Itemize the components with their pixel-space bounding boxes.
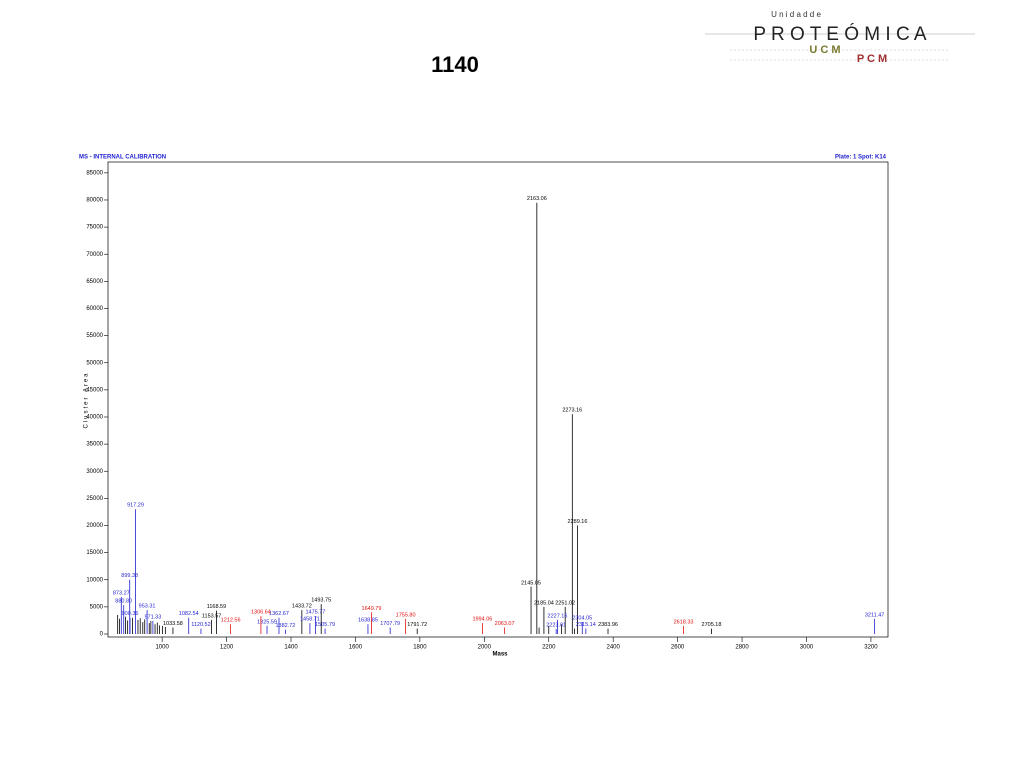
peak-label: 1493.75 <box>311 598 331 604</box>
peak-label: 2063.07 <box>495 621 515 627</box>
y-tick-label: 45000 <box>86 387 103 393</box>
y-tick-label: 60000 <box>86 306 103 312</box>
peak-label: 1082.54 <box>179 611 199 617</box>
peak-label: 1153.57 <box>202 613 221 619</box>
peak-label: 1475.77 <box>305 610 325 616</box>
y-tick-label: 20000 <box>86 523 103 529</box>
plot-frame <box>107 161 889 638</box>
peak-label: 1306.64 <box>251 610 271 616</box>
chart-header: Plate: 1 Spot: K14 <box>835 155 887 161</box>
peak-label: 2618.33 <box>674 619 694 625</box>
y-tick-label: 25000 <box>86 496 103 502</box>
x-tick-label: 1800 <box>413 645 427 651</box>
peak-label: 1362.67 <box>269 611 289 617</box>
peak-label: 1033.58 <box>163 621 183 627</box>
peak-label: 917.29 <box>127 503 144 509</box>
peak-label: 2223.01 <box>546 623 566 629</box>
peak-label: 1707.79 <box>380 621 400 627</box>
peak-label: 2251.02 <box>555 600 575 606</box>
x-axis-label: Mass <box>492 652 508 658</box>
peak-label: 1168.59 <box>207 604 226 610</box>
y-tick-label: 80000 <box>86 198 103 204</box>
peak-label: 953.31 <box>139 604 156 610</box>
y-tick-label: 75000 <box>86 225 103 231</box>
peak-label: 3211.47 <box>865 612 884 618</box>
peak-label: 2304.05 <box>572 616 592 622</box>
peak-label: 1755.80 <box>396 612 416 618</box>
peak-label: 1382.72 <box>275 623 295 629</box>
x-tick-label: 3200 <box>864 645 878 651</box>
peak-label: 900.36 <box>122 611 139 617</box>
x-tick-label: 1600 <box>349 645 363 651</box>
peak-label: 1505.79 <box>315 622 335 628</box>
y-tick-label: 70000 <box>86 252 103 258</box>
y-tick-label: 35000 <box>86 442 103 448</box>
x-tick-label: 1400 <box>284 645 298 651</box>
y-tick-label: 85000 <box>86 170 103 176</box>
chart-header: MS - INTERNAL CALIBRATION <box>79 155 166 161</box>
peak-label: 1212.56 <box>221 618 241 624</box>
y-tick-label: 55000 <box>86 333 103 339</box>
y-tick-label: 10000 <box>86 577 103 583</box>
logo-text: P R O T E Ó M I C A <box>753 23 926 45</box>
x-tick-label: 3000 <box>800 645 814 651</box>
y-tick-label: 5000 <box>90 604 104 610</box>
peak-label: 2383.96 <box>598 622 618 628</box>
peak-label: 2289.16 <box>568 519 588 525</box>
x-tick-label: 2800 <box>735 645 749 651</box>
x-tick-label: 2400 <box>607 645 621 651</box>
peak-label: 880.80 <box>115 599 132 605</box>
peak-label: 1458.71 <box>300 617 320 623</box>
peak-label: 2315.14 <box>576 622 596 628</box>
peak-label: 2705.18 <box>702 622 722 628</box>
logo-text: U C M <box>809 44 840 56</box>
y-tick-label: 50000 <box>86 360 103 366</box>
peak-label: 1120.52 <box>191 622 210 628</box>
peak-label: 873.27 <box>113 591 130 597</box>
x-tick-label: 1200 <box>220 645 234 651</box>
y-tick-label: 65000 <box>86 279 103 285</box>
peak-label: 1791.72 <box>407 622 427 628</box>
logo-text: P C M <box>857 53 887 65</box>
peak-label: 1649.79 <box>362 606 382 612</box>
peak-label: 2185.04 <box>534 600 554 606</box>
peak-label: 2163.06 <box>527 196 547 202</box>
y-tick-label: 0 <box>100 632 104 638</box>
peak-label: 899.38 <box>121 573 138 579</box>
y-axis-label: Cluster Area <box>84 371 90 428</box>
x-tick-label: 2200 <box>542 645 556 651</box>
peak-label: 2227.16 <box>548 613 568 619</box>
y-tick-label: 40000 <box>86 415 103 421</box>
x-tick-label: 1000 <box>155 645 169 651</box>
peak-label: 1638.85 <box>358 618 378 624</box>
peak-label: 1325.59 <box>257 619 277 625</box>
peak-label: 1994.06 <box>472 617 492 623</box>
x-tick-label: 2600 <box>671 645 685 651</box>
y-tick-label: 30000 <box>86 469 103 475</box>
peak-label: 2145.05 <box>521 580 541 586</box>
x-tick-label: 2000 <box>478 645 492 651</box>
peak-label: 1433.72 <box>292 604 312 610</box>
peak-label: 971.33 <box>144 614 161 620</box>
page-title: 1140 <box>431 52 479 77</box>
peak-label: 2273.16 <box>562 408 582 414</box>
logo-text: U n i d a d d e <box>771 10 821 19</box>
y-tick-label: 15000 <box>86 550 103 556</box>
logo: U n i d a d d e P R O T E Ó M I C A U C … <box>705 10 975 65</box>
